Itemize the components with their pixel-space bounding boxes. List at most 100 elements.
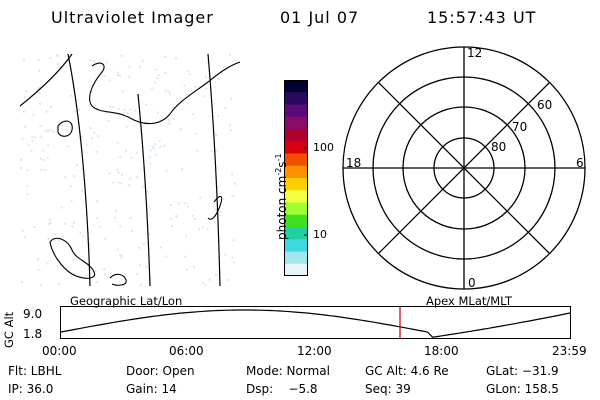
map-speckle: [57, 238, 60, 241]
map-speckle: [202, 282, 205, 285]
polar-label-6: 6: [576, 156, 584, 170]
map-speckle: [38, 69, 41, 72]
map-speckle: [120, 54, 123, 57]
map-speckle: [215, 133, 218, 136]
alt-x-tick-3: 18:00: [424, 344, 459, 358]
map-speckle: [48, 223, 50, 225]
map-speckle: [24, 96, 26, 99]
map-speckle: [116, 169, 119, 171]
map-speckle: [26, 169, 29, 172]
map-speckle: [72, 221, 75, 224]
map-speckle: [26, 193, 29, 196]
colorbar-segment: [284, 141, 308, 154]
map-speckle: [73, 175, 76, 178]
map-speckle: [138, 246, 141, 249]
map-speckle: [61, 124, 63, 127]
map-speckle: [167, 119, 170, 122]
map-speckle: [91, 136, 94, 139]
map-speckle: [119, 225, 122, 228]
map-speckle: [72, 259, 75, 262]
colorbar-units-label: photon cm-2s-1: [274, 153, 289, 240]
map-speckle: [136, 176, 138, 179]
map-speckle: [23, 236, 26, 239]
map-speckle: [214, 208, 217, 211]
map-speckle: [149, 162, 152, 165]
map-speckle: [136, 272, 139, 275]
map-speckle: [146, 190, 148, 193]
map-speckle: [78, 137, 81, 140]
instrument-title: Ultraviolet Imager: [51, 8, 214, 27]
map-speckle: [89, 59, 92, 61]
colorbar-units-text: photon cm: [275, 175, 289, 240]
map-speckle: [112, 106, 115, 109]
footer-dsp: Dsp: −5.8: [246, 382, 318, 396]
map-speckle: [168, 93, 171, 96]
map-speckle: [34, 136, 37, 139]
colorbar-units-s: s: [275, 161, 289, 168]
map-speckle: [167, 90, 170, 93]
map-speckle: [231, 256, 234, 259]
map-speckle: [95, 150, 98, 153]
map-speckle: [38, 102, 41, 105]
map-speckle: [39, 86, 42, 89]
map-speckle: [95, 200, 98, 203]
map-speckle: [121, 173, 124, 176]
map-speckle: [87, 264, 90, 267]
colorbar-segment: [284, 153, 308, 167]
map-speckle: [157, 74, 160, 76]
altitude-plot-frame: [60, 306, 571, 339]
polar-label-0: 0: [468, 276, 476, 290]
map-speckle: [98, 225, 101, 228]
map-speckle: [49, 222, 52, 224]
map-speckle: [57, 62, 60, 65]
map-speckle: [229, 54, 231, 57]
colorbar-segment: [284, 116, 308, 130]
footer-door: Door: Open: [126, 364, 195, 378]
map-speckle: [92, 60, 95, 63]
map-speckle: [156, 77, 159, 80]
map-speckle: [165, 255, 168, 258]
footer-flt: Flt: LBHL: [8, 364, 62, 378]
map-speckle: [130, 157, 133, 159]
map-speckle: [191, 113, 194, 116]
map-speckle: [129, 177, 132, 180]
footer-gain: Gain: 14: [126, 382, 177, 396]
footer-glon: GLon: 158.5: [486, 382, 559, 396]
altitude-plot: [60, 306, 571, 339]
map-speckle: [70, 94, 73, 97]
map-speckle: [116, 71, 119, 74]
map-speckle: [131, 230, 134, 232]
colorbar: [284, 80, 308, 276]
map-speckle: [202, 95, 205, 98]
map-speckle: [23, 110, 25, 113]
map-speckle: [187, 102, 190, 105]
island-outline: [109, 273, 127, 286]
map-speckle: [31, 135, 34, 138]
map-speckle: [31, 139, 34, 142]
map-speckle: [185, 235, 188, 238]
map-speckle: [23, 59, 26, 62]
alt-y-top-label: 9.0: [23, 307, 43, 321]
map-speckle: [149, 277, 152, 280]
polar-label-18: 18: [346, 156, 362, 170]
map-speckle: [216, 185, 219, 188]
map-speckle: [117, 181, 120, 184]
map-speckle: [118, 108, 120, 110]
map-speckle: [138, 264, 141, 267]
map-speckle: [104, 273, 107, 276]
map-speckle: [117, 171, 120, 174]
map-speckle: [223, 253, 226, 256]
map-speckle: [25, 89, 28, 92]
map-speckle: [219, 214, 222, 217]
map-speckle: [40, 157, 43, 160]
alt-x-tick-0: 00:00: [42, 344, 77, 358]
map-speckle: [117, 74, 120, 76]
map-speckle: [149, 207, 151, 210]
map-speckle: [233, 261, 235, 264]
map-speckle: [49, 57, 52, 59]
map-speckle: [128, 75, 131, 78]
map-speckle: [128, 66, 131, 69]
map-speckle: [170, 225, 173, 227]
map-speckle: [157, 111, 159, 114]
geographic-map: [20, 54, 240, 286]
